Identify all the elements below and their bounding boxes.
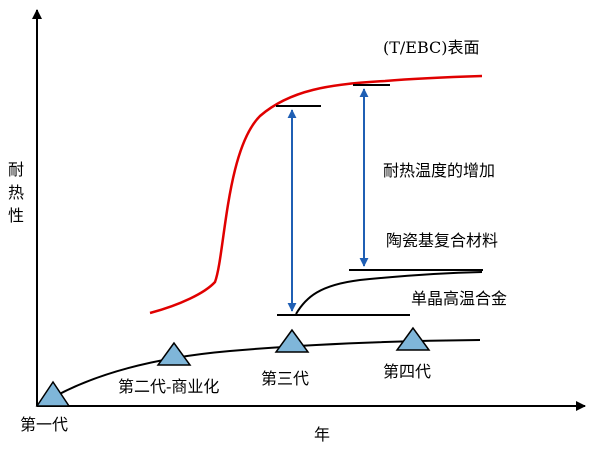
- generation-3-label: 第三代: [261, 369, 310, 388]
- generation-1-marker: [35, 380, 71, 407]
- y-axis-label: 耐热性: [7, 160, 24, 225]
- generation-4-label: 第四代: [383, 362, 432, 381]
- generation-3-marker: [274, 328, 310, 353]
- generation-4-marker: [395, 326, 431, 351]
- single-crystal-curve: [295, 271, 483, 315]
- x-axis-label: 年: [314, 425, 331, 444]
- generation-2-marker: [156, 341, 192, 366]
- cmc-label: 陶瓷基复合材料: [386, 231, 499, 250]
- tbc-surface-label: (T/EBC)表面: [383, 38, 480, 57]
- generation-curve: [44, 339, 481, 403]
- generation-1-label: 第一代: [20, 415, 69, 434]
- increase-label: 耐热温度的增加: [383, 161, 496, 180]
- tbc-surface-curve: [149, 74, 483, 315]
- generation-2-label: 第二代-商业化: [118, 377, 220, 396]
- single-crystal-label: 单晶高温合金: [411, 289, 508, 308]
